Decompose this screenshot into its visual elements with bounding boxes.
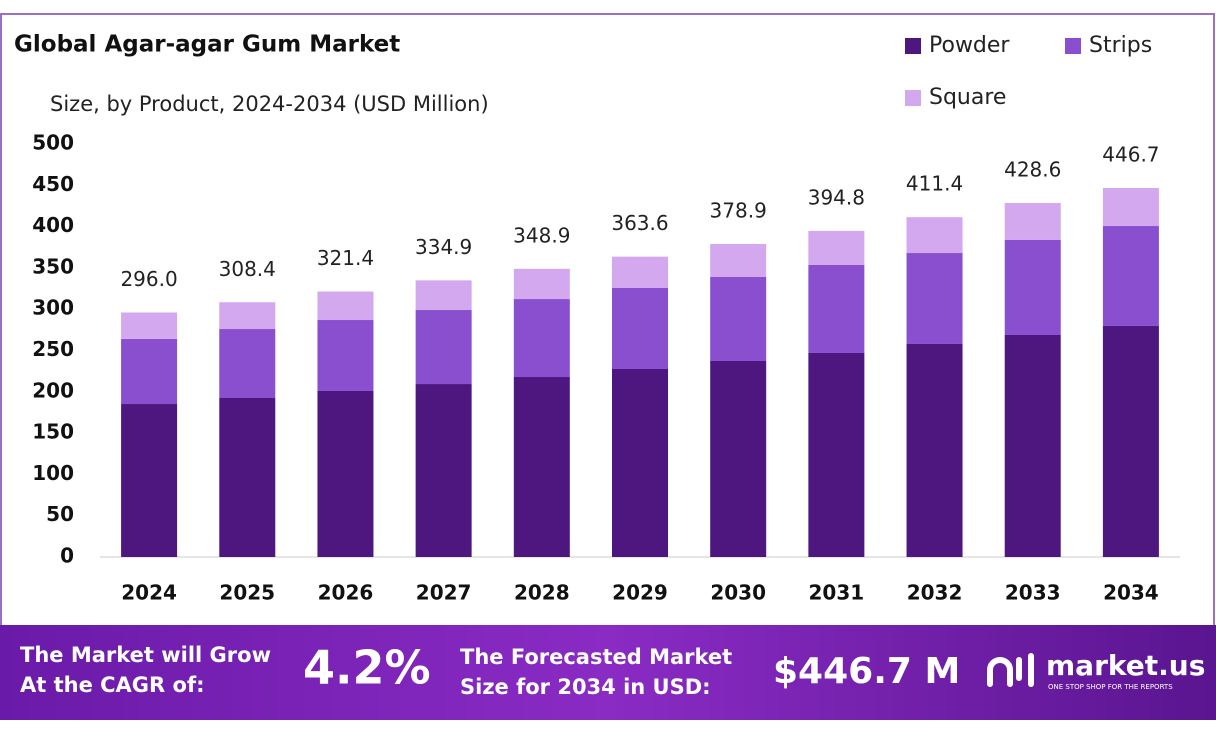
bar-segment: [808, 352, 865, 557]
x-tick-label: 2027: [416, 581, 472, 605]
y-tick-label: 500: [32, 131, 74, 155]
bar-segment: [415, 384, 472, 557]
y-tick-label: 350: [32, 254, 74, 278]
x-tick-label: 2033: [1005, 581, 1061, 605]
bar-segment: [1004, 239, 1061, 335]
bar-segment: [808, 230, 865, 266]
x-tick-label: 2024: [121, 581, 177, 605]
total-label: 394.8: [808, 185, 865, 209]
bar-segment: [317, 390, 374, 557]
bar-segment: [710, 276, 767, 361]
total-label: 348.9: [513, 223, 570, 247]
bar-segment: [710, 360, 767, 557]
bar-segment: [1004, 334, 1061, 557]
y-tick-label: 100: [32, 461, 74, 485]
legend-swatch: [1065, 38, 1081, 54]
bar-segment: [710, 244, 767, 277]
y-tick-label: 450: [32, 172, 74, 196]
chart-subtitle: Size, by Product, 2024-2034 (USD Million…: [50, 92, 489, 116]
bar-segment: [317, 291, 374, 321]
total-label: 428.6: [1004, 157, 1061, 181]
total-label: 334.9: [415, 235, 472, 259]
bar-segment: [513, 377, 570, 557]
bar-segment: [612, 287, 668, 370]
total-label: 446.7: [1102, 143, 1159, 167]
x-tick-label: 2030: [710, 581, 766, 605]
brand-logo: [987, 653, 1034, 687]
bar-segment: [906, 343, 963, 557]
y-tick-label: 250: [32, 337, 74, 361]
cagr-value: 4.2%: [303, 641, 431, 695]
bar-segment: [415, 310, 472, 385]
total-label: 363.6: [611, 211, 668, 235]
bar-segment: [415, 280, 472, 311]
y-tick-label: 300: [32, 296, 74, 320]
x-tick-label: 2029: [612, 581, 668, 605]
x-tick-label: 2028: [514, 581, 570, 605]
x-tick-label: 2026: [318, 581, 374, 605]
legend-swatch: [905, 38, 921, 54]
brand: market.us: [1046, 649, 1205, 682]
bar-segment: [121, 404, 178, 557]
footer-text: At the CAGR of:: [20, 673, 205, 697]
footer-text: The Market will Grow: [20, 643, 271, 667]
x-tick-label: 2025: [219, 581, 275, 605]
bar-segment: [808, 265, 865, 353]
tagline: ONE STOP SHOP FOR THE REPORTS: [1048, 683, 1173, 691]
footer-text: Size for 2034 in USD:: [460, 675, 711, 699]
total-label: 296.0: [120, 267, 177, 291]
y-tick-label: 200: [32, 378, 74, 402]
bar-segment: [612, 256, 668, 288]
bar-segment: [612, 369, 668, 557]
y-tick-label: 400: [32, 213, 74, 237]
y-tick-label: 150: [32, 420, 74, 444]
bar-segment: [219, 302, 276, 330]
legend-label: Square: [929, 85, 1006, 110]
x-tick-label: 2031: [809, 581, 865, 605]
bar-segment: [513, 268, 570, 300]
total-label: 308.4: [219, 257, 276, 281]
bar-segment: [1102, 325, 1159, 557]
chart-title: Global Agar-agar Gum Market: [14, 32, 400, 58]
bar-segment: [906, 253, 963, 344]
footer-text: The Forecasted Market: [460, 645, 732, 669]
legend-label: Powder: [929, 33, 1010, 58]
legend-label: Strips: [1089, 33, 1152, 58]
total-label: 321.4: [317, 246, 374, 270]
bar-segment: [1004, 202, 1061, 240]
forecast-value: $446.7 M: [773, 651, 960, 692]
x-tick-label: 2034: [1103, 581, 1159, 605]
y-tick-label: 50: [46, 502, 74, 526]
bar-segment: [219, 397, 276, 557]
bar-segment: [513, 299, 570, 378]
footer-band: [0, 625, 1216, 720]
total-label: 378.9: [710, 199, 767, 223]
x-tick-label: 2032: [907, 581, 963, 605]
y-tick-label: 0: [60, 544, 74, 568]
bar-segment: [121, 312, 178, 339]
bar-segment: [121, 338, 178, 405]
bar-segment: [219, 329, 276, 398]
bar-segment: [317, 320, 374, 391]
legend-swatch: [905, 90, 921, 106]
bar-segment: [1102, 226, 1159, 326]
bar-segment: [906, 217, 963, 254]
total-label: 411.4: [906, 172, 963, 196]
bar-segment: [1102, 188, 1159, 227]
